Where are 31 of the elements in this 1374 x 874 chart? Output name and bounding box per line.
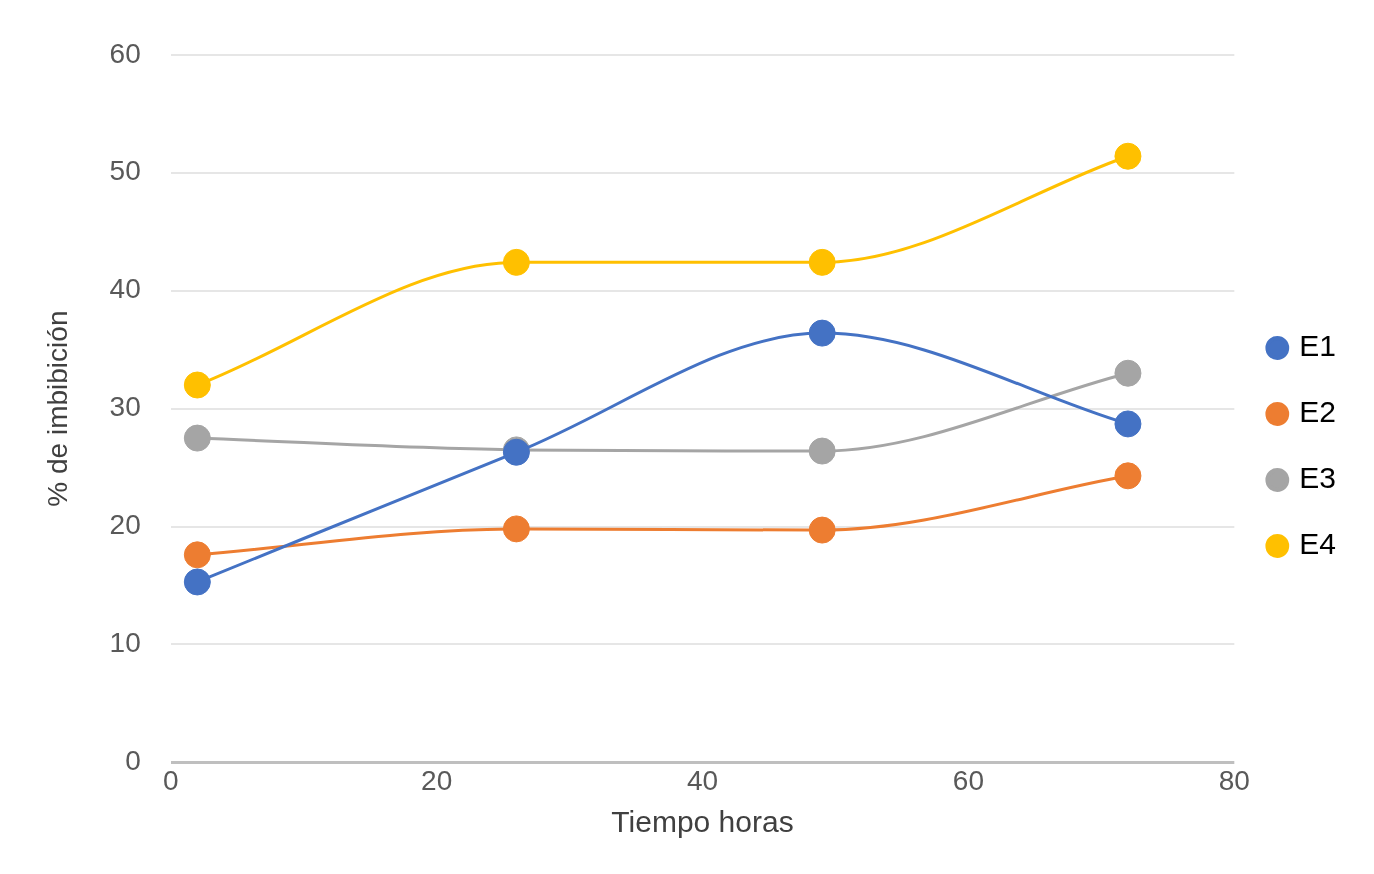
point: [502, 248, 530, 276]
legend-label: E1: [1299, 329, 1337, 363]
point: [1114, 462, 1142, 490]
point: [502, 515, 530, 543]
point: [183, 371, 211, 399]
point: [183, 424, 211, 452]
point: [808, 248, 836, 276]
y-tick-label: 50: [109, 155, 141, 187]
point: [808, 319, 836, 347]
legend-label: E2: [1299, 395, 1337, 429]
y-tick-label: 10: [109, 627, 141, 659]
point: [1114, 142, 1142, 170]
y-tick-label: 40: [109, 273, 141, 305]
y-tick-label: 30: [109, 391, 141, 423]
x-tick-label: 60: [952, 764, 984, 796]
point: [808, 437, 836, 465]
x-tick-label: 40: [686, 764, 719, 796]
point: [183, 568, 211, 596]
point: [808, 516, 836, 544]
y-tick-label: 60: [109, 37, 141, 69]
x-tick-label: 80: [1218, 764, 1250, 796]
x-tick-label: 20: [421, 764, 453, 796]
y-axis-title: % de imbibición: [41, 310, 73, 507]
point: [1114, 359, 1142, 387]
point: [183, 541, 211, 569]
legend-label: E4: [1299, 527, 1337, 561]
point: [1114, 410, 1142, 438]
x-tick-label: 0: [162, 764, 179, 796]
y-tick-label: 20: [109, 509, 141, 541]
x-axis-title: Tiempo horas: [611, 805, 794, 839]
legend-label: E3: [1299, 461, 1337, 495]
